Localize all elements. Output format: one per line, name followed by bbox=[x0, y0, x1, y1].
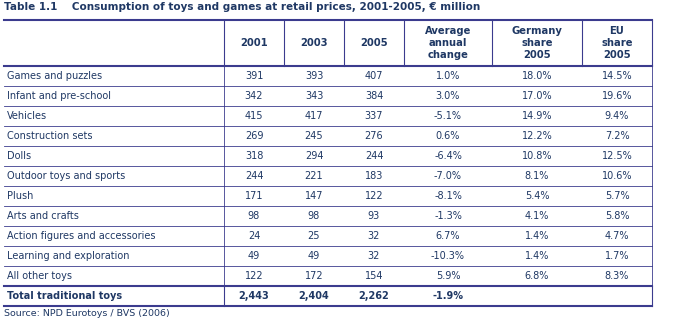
Text: 337: 337 bbox=[365, 111, 383, 121]
Text: 14.9%: 14.9% bbox=[522, 111, 553, 121]
Text: 415: 415 bbox=[245, 111, 263, 121]
Text: -8.1%: -8.1% bbox=[434, 191, 462, 201]
Text: 183: 183 bbox=[365, 171, 383, 181]
Text: 9.4%: 9.4% bbox=[605, 111, 629, 121]
Text: Outdoor toys and sports: Outdoor toys and sports bbox=[7, 171, 125, 181]
Text: 6.7%: 6.7% bbox=[436, 231, 460, 241]
Text: 2001: 2001 bbox=[240, 38, 268, 48]
Text: 49: 49 bbox=[248, 251, 260, 261]
Text: 122: 122 bbox=[245, 271, 263, 281]
Text: 12.2%: 12.2% bbox=[521, 131, 553, 141]
Text: 5.4%: 5.4% bbox=[525, 191, 549, 201]
Text: Arts and crafts: Arts and crafts bbox=[7, 211, 79, 221]
Text: 294: 294 bbox=[304, 151, 323, 161]
Text: 1.4%: 1.4% bbox=[525, 251, 549, 261]
Text: 2,443: 2,443 bbox=[239, 291, 269, 301]
Text: 221: 221 bbox=[304, 171, 323, 181]
Text: 244: 244 bbox=[365, 151, 383, 161]
Text: 1.4%: 1.4% bbox=[525, 231, 549, 241]
Text: Action figures and accessories: Action figures and accessories bbox=[7, 231, 155, 241]
Text: 5.7%: 5.7% bbox=[605, 191, 629, 201]
Text: 10.8%: 10.8% bbox=[522, 151, 553, 161]
Text: -10.3%: -10.3% bbox=[431, 251, 465, 261]
Text: 93: 93 bbox=[368, 211, 380, 221]
Text: 1.0%: 1.0% bbox=[436, 71, 460, 81]
Text: Construction sets: Construction sets bbox=[7, 131, 92, 141]
Text: 49: 49 bbox=[308, 251, 320, 261]
Text: 0.6%: 0.6% bbox=[436, 131, 460, 141]
Text: -1.9%: -1.9% bbox=[433, 291, 464, 301]
Text: 10.6%: 10.6% bbox=[602, 171, 633, 181]
Text: 4.1%: 4.1% bbox=[525, 211, 549, 221]
Text: 244: 244 bbox=[245, 171, 263, 181]
Text: 2003: 2003 bbox=[300, 38, 327, 48]
Text: 14.5%: 14.5% bbox=[601, 71, 633, 81]
Text: 3.0%: 3.0% bbox=[436, 91, 460, 101]
Text: 19.6%: 19.6% bbox=[602, 91, 633, 101]
Text: Germany
share
2005: Germany share 2005 bbox=[512, 26, 563, 60]
Text: 269: 269 bbox=[245, 131, 263, 141]
Text: 32: 32 bbox=[367, 231, 380, 241]
Text: 2005: 2005 bbox=[360, 38, 388, 48]
Text: 318: 318 bbox=[245, 151, 263, 161]
Text: 24: 24 bbox=[248, 231, 260, 241]
Text: Learning and exploration: Learning and exploration bbox=[7, 251, 129, 261]
Text: 393: 393 bbox=[305, 71, 323, 81]
Text: 32: 32 bbox=[367, 251, 380, 261]
Text: 6.8%: 6.8% bbox=[525, 271, 549, 281]
Text: 2,262: 2,262 bbox=[359, 291, 389, 301]
Text: 17.0%: 17.0% bbox=[521, 91, 553, 101]
Text: Table 1.1    Consumption of toys and games at retail prices, 2001-2005, € millio: Table 1.1 Consumption of toys and games … bbox=[4, 2, 480, 12]
Text: -7.0%: -7.0% bbox=[434, 171, 462, 181]
Text: Infant and pre-school: Infant and pre-school bbox=[7, 91, 111, 101]
Text: All other toys: All other toys bbox=[7, 271, 72, 281]
Text: Games and puzzles: Games and puzzles bbox=[7, 71, 102, 81]
Text: 5.9%: 5.9% bbox=[436, 271, 460, 281]
Text: 391: 391 bbox=[245, 71, 263, 81]
Text: 343: 343 bbox=[305, 91, 323, 101]
Text: 417: 417 bbox=[304, 111, 323, 121]
Text: 245: 245 bbox=[304, 131, 323, 141]
Text: Dolls: Dolls bbox=[7, 151, 31, 161]
Text: 98: 98 bbox=[308, 211, 320, 221]
Text: 12.5%: 12.5% bbox=[601, 151, 633, 161]
Text: -1.3%: -1.3% bbox=[434, 211, 462, 221]
Text: 8.3%: 8.3% bbox=[605, 271, 629, 281]
Text: 7.2%: 7.2% bbox=[605, 131, 629, 141]
Text: 172: 172 bbox=[304, 271, 323, 281]
Text: Total traditional toys: Total traditional toys bbox=[7, 291, 122, 301]
Text: 147: 147 bbox=[304, 191, 323, 201]
Text: 25: 25 bbox=[308, 231, 320, 241]
Text: Vehicles: Vehicles bbox=[7, 111, 47, 121]
Text: 8.1%: 8.1% bbox=[525, 171, 549, 181]
Text: 276: 276 bbox=[365, 131, 383, 141]
Text: 342: 342 bbox=[245, 91, 263, 101]
Text: 5.8%: 5.8% bbox=[605, 211, 629, 221]
Text: -5.1%: -5.1% bbox=[434, 111, 462, 121]
Text: 171: 171 bbox=[245, 191, 263, 201]
Text: 98: 98 bbox=[248, 211, 260, 221]
Text: Plush: Plush bbox=[7, 191, 33, 201]
Text: 2,404: 2,404 bbox=[298, 291, 330, 301]
Text: 4.7%: 4.7% bbox=[605, 231, 629, 241]
Text: 407: 407 bbox=[365, 71, 383, 81]
Text: 18.0%: 18.0% bbox=[522, 71, 553, 81]
Text: EU
share
2005: EU share 2005 bbox=[601, 26, 633, 60]
Text: 154: 154 bbox=[365, 271, 383, 281]
Text: 122: 122 bbox=[365, 191, 383, 201]
Text: 1.7%: 1.7% bbox=[605, 251, 629, 261]
Text: 384: 384 bbox=[365, 91, 383, 101]
Text: Source: NPD Eurotoys / BVS (2006): Source: NPD Eurotoys / BVS (2006) bbox=[4, 309, 170, 318]
Text: Average
annual
change: Average annual change bbox=[425, 26, 471, 60]
Text: -6.4%: -6.4% bbox=[434, 151, 462, 161]
